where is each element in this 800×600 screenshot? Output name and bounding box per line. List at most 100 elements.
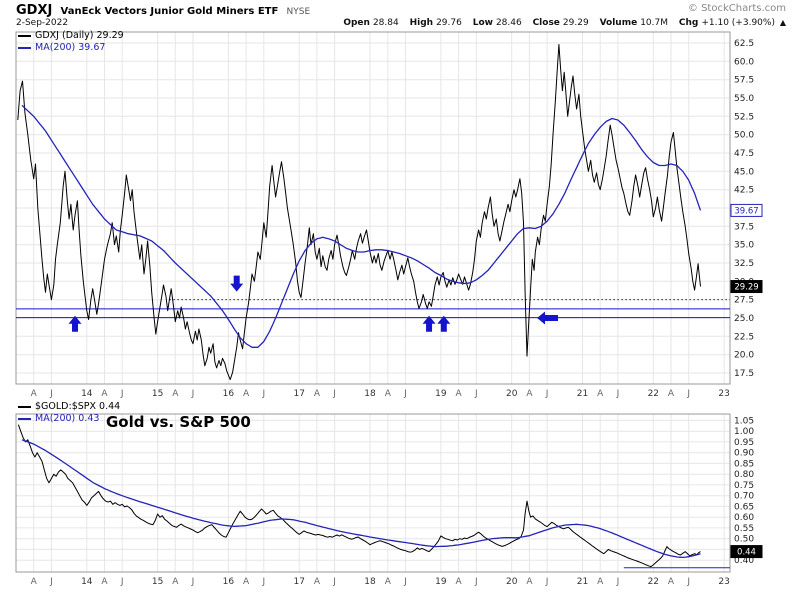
price-chart-legend: GDXJ (Daily) 29.29 MA(200) 39.67 xyxy=(18,30,124,54)
svg-text:20: 20 xyxy=(506,389,518,399)
svg-text:17: 17 xyxy=(293,389,304,399)
legend-entry-price: GDXJ (Daily) 29.29 xyxy=(18,30,124,42)
svg-text:J: J xyxy=(403,389,407,399)
svg-text:0.85: 0.85 xyxy=(734,459,754,469)
svg-text:J: J xyxy=(332,389,336,399)
svg-text:A: A xyxy=(385,389,392,399)
svg-text:A: A xyxy=(314,577,321,587)
svg-text:0.40: 0.40 xyxy=(734,556,754,566)
ratio-chart-legend: $GOLD:$SPX 0.44 MA(200) 0.43 xyxy=(18,401,120,425)
svg-text:60.0: 60.0 xyxy=(734,57,754,67)
svg-text:A: A xyxy=(597,389,604,399)
exchange-label: NYSE xyxy=(286,7,311,17)
svg-text:50.0: 50.0 xyxy=(734,131,754,141)
volume-value: 10.7M xyxy=(640,18,669,28)
svg-text:17.5: 17.5 xyxy=(734,369,754,379)
svg-text:21: 21 xyxy=(577,577,588,587)
svg-text:62.5: 62.5 xyxy=(734,39,754,49)
legend-entry-price-text: GDXJ (Daily) 29.29 xyxy=(35,30,124,41)
open-label: Open xyxy=(343,18,370,28)
svg-text:22: 22 xyxy=(648,389,659,399)
svg-text:A: A xyxy=(101,389,108,399)
svg-text:14: 14 xyxy=(81,389,93,399)
legend-entry-ratio: $GOLD:$SPX 0.44 xyxy=(18,401,120,413)
legend-entry-ratio-ma: MA(200) 0.43 xyxy=(18,413,120,425)
svg-text:A: A xyxy=(31,389,38,399)
svg-text:35.0: 35.0 xyxy=(734,241,754,251)
svg-text:19: 19 xyxy=(435,577,447,587)
svg-text:A: A xyxy=(456,389,463,399)
svg-text:22.5: 22.5 xyxy=(734,332,754,342)
svg-text:23: 23 xyxy=(718,389,729,399)
svg-text:1.05: 1.05 xyxy=(734,416,754,426)
ohlc-quote: Open 28.84 High 29.76 Low 28.46 Close 29.29 … xyxy=(335,18,786,28)
svg-text:18: 18 xyxy=(364,577,376,587)
svg-text:32.5: 32.5 xyxy=(734,259,754,269)
svg-text:0.75: 0.75 xyxy=(734,481,754,491)
svg-text:14: 14 xyxy=(81,577,93,587)
stockcharts-copyright: © StockCharts.com xyxy=(687,3,786,14)
svg-text:20: 20 xyxy=(506,577,518,587)
svg-text:J: J xyxy=(120,577,124,587)
svg-text:22: 22 xyxy=(648,577,659,587)
high-label: High xyxy=(409,18,434,28)
svg-text:J: J xyxy=(616,577,620,587)
change-up-arrow-icon: ▲ xyxy=(779,18,786,27)
svg-text:A: A xyxy=(456,577,463,587)
svg-text:J: J xyxy=(191,577,195,587)
svg-text:J: J xyxy=(191,389,195,399)
svg-text:0.60: 0.60 xyxy=(734,513,754,523)
low-label: Low xyxy=(472,18,493,28)
svg-text:J: J xyxy=(49,389,53,399)
svg-text:J: J xyxy=(686,389,690,399)
low-value: 28.46 xyxy=(495,18,522,28)
svg-text:A: A xyxy=(243,389,250,399)
svg-text:39.67: 39.67 xyxy=(734,206,758,216)
svg-text:A: A xyxy=(243,577,250,587)
svg-text:16: 16 xyxy=(223,389,235,399)
svg-text:A: A xyxy=(526,577,533,587)
price-chart-canvas: 62.560.057.555.052.550.047.545.042.540.0… xyxy=(15,31,763,399)
svg-text:57.5: 57.5 xyxy=(734,76,754,86)
svg-text:15: 15 xyxy=(152,577,163,587)
svg-text:21: 21 xyxy=(577,389,588,399)
svg-text:18: 18 xyxy=(364,389,376,399)
svg-text:J: J xyxy=(332,577,336,587)
open-value: 28.84 xyxy=(372,18,399,28)
ratio-line-sample xyxy=(18,406,31,408)
svg-text:27.5: 27.5 xyxy=(734,296,754,306)
svg-text:A: A xyxy=(597,577,604,587)
svg-text:45.0: 45.0 xyxy=(734,167,754,177)
svg-text:J: J xyxy=(545,389,549,399)
svg-text:52.5: 52.5 xyxy=(734,112,754,122)
ratio-chart-title: Gold vs. S&P 500 xyxy=(106,413,251,431)
svg-text:J: J xyxy=(403,577,407,587)
svg-text:A: A xyxy=(526,389,533,399)
legend-entry-ratio-text: $GOLD:$SPX 0.44 xyxy=(35,401,121,412)
ticker-symbol: GDXJ xyxy=(16,3,53,18)
svg-text:23: 23 xyxy=(718,577,729,587)
close-value: 29.29 xyxy=(562,18,589,28)
svg-text:J: J xyxy=(545,577,549,587)
quote-bar: 2-Sep-2022 Open 28.84 High 29.76 Low 28.46 … xyxy=(16,18,786,28)
legend-entry-ratio-ma-text: MA(200) 0.43 xyxy=(35,413,100,424)
svg-text:J: J xyxy=(686,577,690,587)
volume-label: Volume xyxy=(599,18,638,28)
svg-text:16: 16 xyxy=(223,577,235,587)
svg-text:A: A xyxy=(172,389,179,399)
legend-entry-ma: MA(200) 39.67 xyxy=(18,42,124,54)
svg-text:19: 19 xyxy=(435,389,447,399)
svg-text:J: J xyxy=(474,577,478,587)
close-label: Close xyxy=(532,18,560,28)
svg-text:J: J xyxy=(616,389,620,399)
svg-text:1.00: 1.00 xyxy=(734,427,754,437)
svg-text:0.44: 0.44 xyxy=(737,548,756,558)
svg-text:37.5: 37.5 xyxy=(734,222,754,232)
svg-text:A: A xyxy=(172,577,179,587)
security-name: VanEck Vectors Junior Gold Miners ETF xyxy=(60,6,279,17)
svg-text:0.90: 0.90 xyxy=(734,449,754,459)
svg-text:20.0: 20.0 xyxy=(734,351,754,361)
change-value: +1.10 (+3.90%) xyxy=(701,18,775,28)
ma-line-sample xyxy=(18,47,31,49)
